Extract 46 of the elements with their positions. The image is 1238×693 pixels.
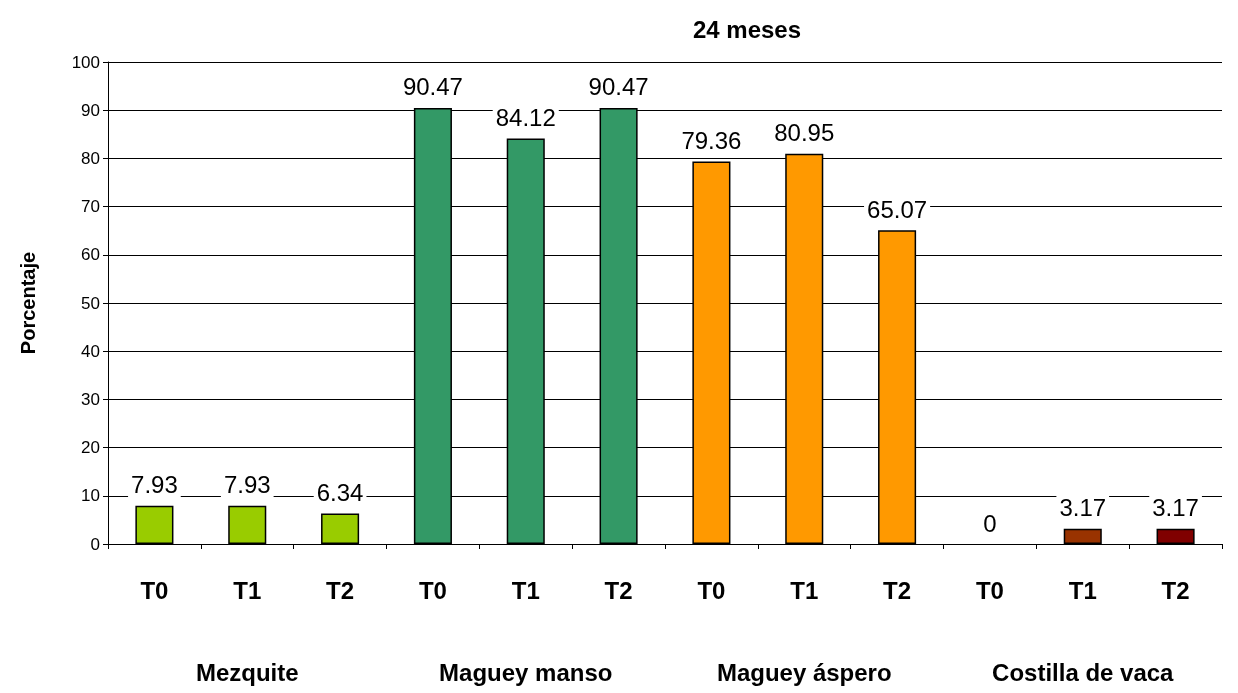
data-label: 3.17	[1152, 494, 1199, 522]
data-label: 65.07	[867, 195, 928, 223]
data-label: 6.34	[316, 478, 364, 506]
bar	[1156, 528, 1195, 544]
data-label: 7.93	[131, 471, 178, 499]
x-tick-label: T0	[975, 576, 1004, 604]
text: Maguey áspero	[716, 658, 892, 686]
y-tick-label: 40	[81, 341, 100, 361]
text: Maguey manso	[439, 658, 613, 686]
x-tick-label: T1	[1068, 576, 1097, 604]
data-label: 0	[983, 509, 997, 537]
x-tick-label: T0	[140, 576, 169, 604]
data-label: 90.47	[402, 73, 463, 101]
x-tick-label: T1	[790, 576, 819, 604]
y-tick-label: 80	[81, 148, 100, 168]
y-tick-label: 70	[81, 197, 100, 217]
bar	[321, 513, 360, 544]
data-label: 79.36	[681, 126, 742, 154]
x-tick-label: T2	[1161, 576, 1190, 604]
x-tick-label: T2	[604, 576, 633, 604]
data-label: 80.95	[774, 119, 835, 147]
x-tick-label: T0	[418, 576, 447, 604]
bar	[1063, 528, 1102, 544]
data-label: 84.12	[495, 104, 556, 132]
y-tick-label: 50	[81, 293, 100, 313]
x-tick-label: T2	[883, 576, 912, 604]
y-axis-title: Porcentaje	[17, 251, 39, 355]
y-tick-label: 20	[81, 438, 100, 458]
bar	[135, 505, 174, 544]
data-label: 7.93	[223, 471, 271, 499]
x-tick-label: T1	[511, 576, 540, 604]
text: Mezquite	[195, 658, 299, 686]
y-tick-label: 0	[90, 534, 100, 554]
data-label: 3.17	[1059, 494, 1107, 522]
x-tick-label: T0	[697, 576, 726, 604]
y-tick-label: 90	[81, 100, 100, 120]
y-tick-label: 60	[81, 245, 100, 265]
x-tick-label: T2	[326, 576, 355, 604]
y-tick-label: 100	[71, 52, 100, 72]
bar	[228, 505, 267, 544]
chart-title: 24 meses	[692, 15, 802, 43]
y-tick-label: 10	[81, 486, 100, 506]
data-label: 90.47	[588, 73, 649, 101]
x-tick-label: T1	[233, 576, 262, 604]
y-tick-label: 30	[81, 389, 100, 409]
text: Costilla de vaca	[992, 658, 1175, 686]
